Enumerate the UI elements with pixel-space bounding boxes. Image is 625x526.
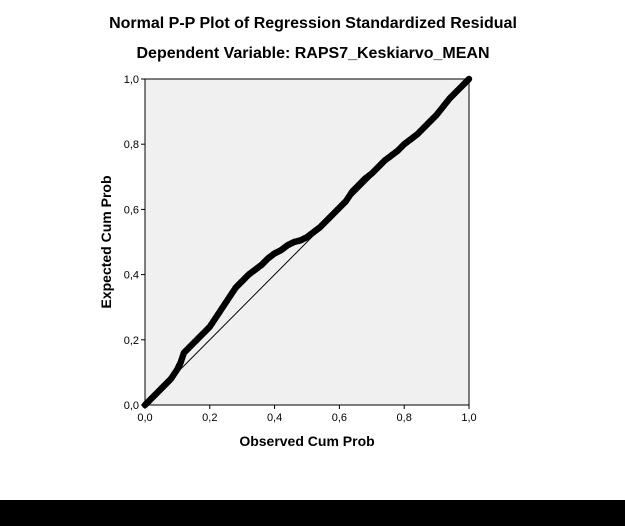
x-tick-label: 1,0	[461, 412, 476, 424]
chart-subtitle: Dependent Variable: RAPS7_Keskiarvo_MEAN	[136, 45, 489, 62]
chart-title: Normal P-P Plot of Regression Standardiz…	[109, 15, 517, 32]
x-tick-label: 0,8	[397, 412, 412, 424]
y-axis-ticks: 0,0 0,2 0,4 0,6 0,8 1,0	[124, 74, 145, 412]
y-axis-title: Expected Cum Prob	[98, 175, 114, 308]
data-points	[141, 75, 473, 409]
x-tick-label: 0,2	[202, 412, 217, 424]
data-point	[465, 75, 473, 83]
y-tick-label: 0,2	[124, 335, 139, 347]
y-tick-label: 0,0	[124, 400, 139, 412]
bottom-black-bar	[0, 500, 625, 526]
y-tick-label: 0,6	[124, 204, 139, 216]
x-tick-label: 0,4	[267, 412, 282, 424]
y-tick-label: 0,4	[124, 270, 139, 282]
x-tick-label: 0,0	[137, 412, 152, 424]
y-tick-label: 0,8	[124, 139, 139, 151]
x-axis-title: Observed Cum Prob	[239, 433, 374, 449]
x-tick-label: 0,6	[332, 412, 347, 424]
y-tick-label: 1,0	[124, 74, 139, 86]
pp-plot-chart: Normal P-P Plot of Regression Standardiz…	[98, 15, 517, 449]
x-axis-ticks: 0,0 0,2 0,4 0,6 0,8 1,0	[137, 405, 477, 424]
